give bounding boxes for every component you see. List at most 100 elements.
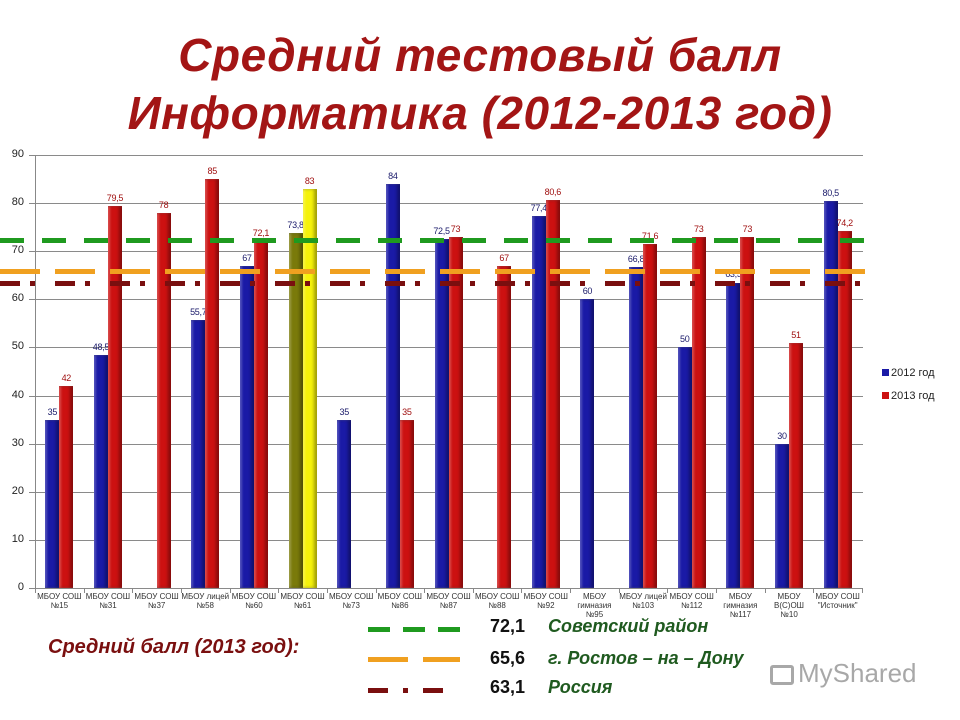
y-tick-label: 50 [11, 340, 24, 353]
value-label: 60 [582, 286, 593, 297]
value-label: 48,5 [92, 341, 110, 352]
x-tick-mark [326, 588, 328, 593]
y-tick-mark [29, 299, 35, 301]
x-tick-label: МБОУ СОШ №112 [669, 592, 714, 610]
x-tick-mark [132, 588, 134, 593]
avg-row-sovetsky: 72,1 Советский район [490, 616, 708, 637]
bar-2012 [775, 443, 790, 588]
value-label: 77,4 [530, 202, 548, 213]
y-tick-mark [29, 443, 35, 445]
y-tick-label: 90 [11, 148, 24, 160]
x-tick-mark [618, 588, 620, 593]
x-tick-label: МБОУ В(С)ОШ №10 [774, 592, 805, 619]
legend-swatch-2012 [882, 369, 889, 376]
plot-area: 35 42 48,5 79,5 78 55,7 85 67 72,1 73,8 83 35 84 35 72… [35, 155, 863, 589]
bar-2012 [677, 347, 692, 588]
avg-swatch-russia [368, 688, 460, 693]
bar-2013 [497, 265, 512, 588]
bar-2013 [643, 243, 658, 588]
y-tick-label: 30 [11, 436, 24, 449]
value-label: 72,5 [433, 226, 450, 237]
bar-2012 [385, 183, 400, 588]
value-label: 50 [680, 334, 690, 345]
y-tick-mark [29, 347, 35, 349]
reference-line [0, 238, 866, 244]
bar-2013 [156, 212, 171, 588]
watermark: MyShared [770, 658, 917, 689]
bar-2013 [205, 179, 220, 588]
x-tick-label: МБОУ СОШ №87 [426, 592, 471, 610]
x-tick-mark [229, 588, 231, 593]
bar-2013 [545, 200, 560, 588]
x-tick-label: МБОУ СОШ "Источник" [815, 592, 860, 610]
legend-swatch-2013 [882, 392, 889, 399]
avg-value: 63,1 [490, 677, 526, 697]
avg-row-rostov: 65,6 г. Ростов – на – Дону [490, 648, 744, 669]
value-label: 66,8 [627, 253, 645, 264]
bar-2013 [399, 419, 414, 588]
x-tick-mark [716, 588, 718, 593]
avg-label: г. Ростов – на – Дону [548, 648, 744, 668]
value-label: 35 [339, 406, 349, 417]
watermark-text: MyShared [798, 658, 917, 688]
bar-2012 [45, 419, 60, 588]
legend-item-2013: 2013 год [882, 390, 935, 402]
x-tick-mark [83, 588, 85, 593]
x-tick-label: МБОУ СОШ №61 [280, 592, 325, 610]
avg-value: 65,6 [490, 648, 526, 668]
y-tick-mark [29, 588, 35, 589]
bar-2012 [239, 265, 254, 588]
legend-item-2012: 2012 год [882, 367, 935, 379]
value-label: 73,8 [287, 219, 304, 230]
x-tick-mark [472, 588, 474, 593]
bar-2012 [288, 232, 303, 588]
y-tick-mark [29, 251, 35, 253]
x-tick-label: МБОУ СОШ №31 [85, 592, 131, 610]
avg-value: 72,1 [490, 616, 526, 636]
x-tick-mark [180, 588, 182, 593]
x-tick-label: МБОУ СОШ №86 [377, 592, 422, 610]
x-tick-label: МБОУ гимназия №95 [577, 592, 612, 619]
y-tick-label: 0 [17, 581, 24, 593]
bar-2013 [302, 188, 317, 588]
value-label: 73 [450, 223, 461, 234]
value-label: 80,6 [544, 187, 562, 198]
avg-row-russia: 63,1 Россия [490, 677, 612, 698]
bar-2013 [789, 342, 804, 588]
y-tick-label: 70 [11, 244, 24, 257]
bar-2012 [191, 320, 206, 588]
value-label: 42 [61, 372, 72, 383]
y-tick-label: 80 [11, 196, 24, 209]
gridline [36, 203, 863, 205]
bar-2013 [448, 236, 463, 588]
x-tick-mark [278, 588, 280, 593]
bar-2013 [691, 236, 706, 588]
bar-2013 [253, 241, 268, 588]
x-tick-label: МБОУ СОШ №37 [134, 592, 179, 610]
x-tick-mark [424, 588, 426, 593]
y-tick-label: 40 [11, 388, 24, 401]
value-label: 73 [742, 223, 753, 234]
value-label: 80,5 [822, 187, 840, 198]
bar-2013 [837, 231, 852, 588]
avg-swatch-rostov [368, 657, 460, 662]
bar-2012 [337, 419, 352, 588]
x-tick-label: МБОУ СОШ №73 [329, 592, 374, 610]
value-label: 35 [47, 406, 58, 417]
bar-2012 [93, 354, 108, 588]
reference-line [0, 281, 866, 287]
value-label: 71,6 [641, 230, 659, 241]
avg-label: Советский район [548, 616, 709, 636]
x-tick-mark [35, 588, 36, 593]
value-label: 84 [388, 170, 398, 181]
x-tick-label: МБОУ лицей №103 [619, 592, 667, 610]
avg-label: Россия [548, 677, 613, 697]
y-tick-mark [29, 155, 35, 156]
value-label: 79,5 [106, 192, 124, 203]
value-label: 67 [242, 252, 252, 263]
x-tick-label: МБОУ СОШ №60 [231, 592, 277, 610]
legend-label-2012: 2012 год [891, 367, 935, 379]
bar-2012 [434, 239, 449, 588]
x-tick-mark [521, 588, 523, 593]
bar-2012 [531, 215, 546, 588]
